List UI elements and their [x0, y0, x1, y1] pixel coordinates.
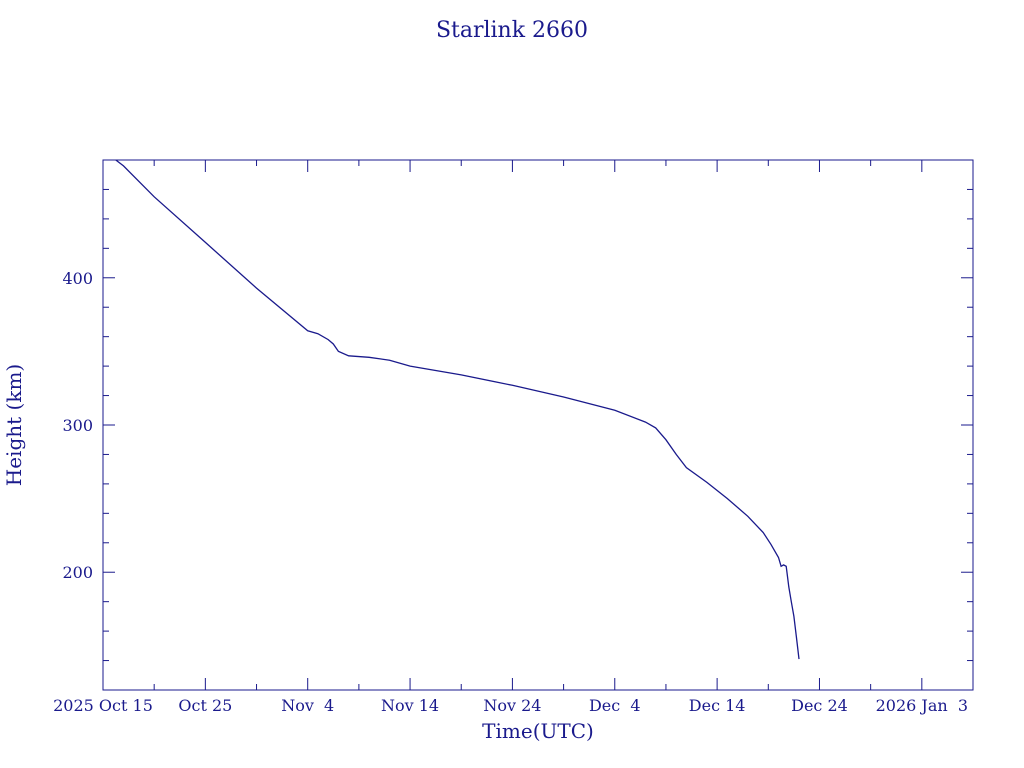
x-tick-labels: 2025 Oct 15 Oct 25 Nov 4 Nov 14 Nov 24 Dec 4 D…	[53, 696, 968, 715]
axis-ticks	[102, 159, 974, 691]
y-tick-label: 200	[62, 563, 93, 582]
x-tick-label: Dec 4	[589, 696, 641, 715]
x-tick-label: Dec 14	[689, 696, 746, 715]
height-series-line	[115, 159, 800, 660]
x-axis-label: Time(UTC)	[482, 719, 594, 743]
x-tick-label: Oct 25	[178, 696, 232, 715]
x-tick-label: 2025 Oct 15	[53, 696, 153, 715]
x-tick-label: Nov 24	[483, 696, 541, 715]
x-tick-label: Nov 4	[281, 696, 334, 715]
x-tick-label: Nov 14	[381, 696, 439, 715]
plot-frame	[102, 159, 974, 691]
y-tick-labels: 200 300 400	[62, 269, 93, 582]
y-axis-label: Height (km)	[2, 364, 26, 486]
x-tick-label: 2026 Jan 3	[876, 696, 968, 715]
chart-title: Starlink 2660	[436, 18, 588, 43]
x-tick-label: Dec 24	[791, 696, 848, 715]
y-tick-label: 300	[62, 416, 93, 435]
y-tick-label: 400	[62, 269, 93, 288]
